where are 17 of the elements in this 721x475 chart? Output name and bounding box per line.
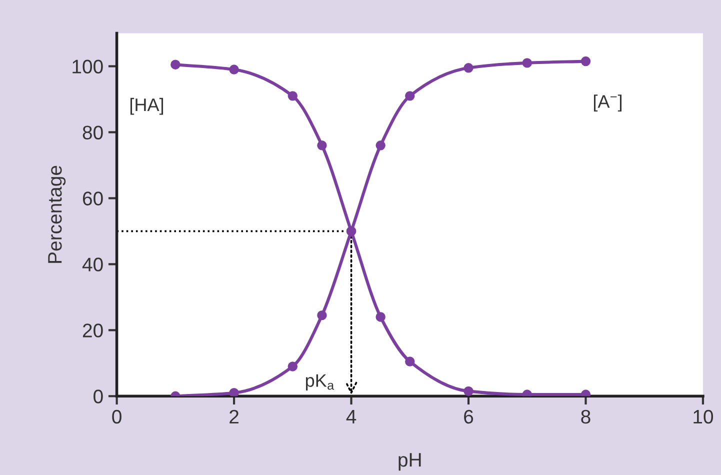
series-label: [A$^{−}$] — [594, 94, 622, 112]
series-label: [HA] — [130, 98, 164, 115]
x-tick-label: 4 — [346, 410, 356, 424]
y-tick-label: 80 — [82, 126, 103, 140]
y-tick-label: 60 — [82, 192, 103, 206]
y-tick-label: 100 — [72, 60, 103, 74]
annotation: pK$_{a}$ — [306, 374, 334, 391]
x-tick-label: 8 — [581, 410, 590, 424]
y-tick-label: 40 — [82, 258, 103, 272]
x-tick-label: 0 — [112, 410, 122, 424]
y-tick-label: 0 — [94, 390, 103, 404]
x-tick-label: 10 — [694, 410, 714, 424]
x-tick-label: 6 — [464, 410, 474, 424]
x-tick-label: 2 — [230, 410, 238, 424]
x-axis-title: pH — [398, 453, 421, 471]
y-tick-label: 20 — [82, 324, 103, 338]
y-axis-title: Percentage — [48, 166, 66, 263]
